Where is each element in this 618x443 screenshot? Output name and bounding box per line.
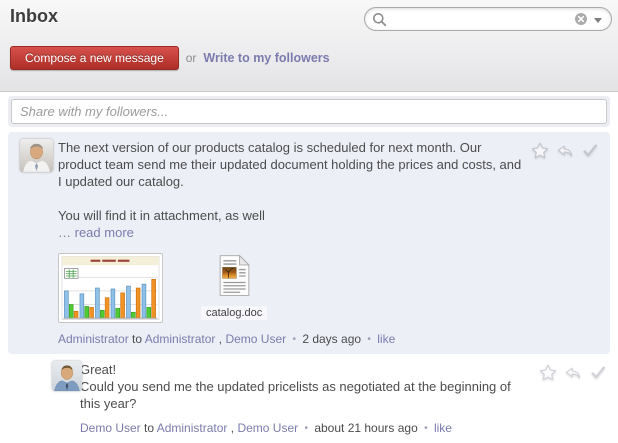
recipient-link[interactable]: Demo User (225, 332, 287, 346)
message-paragraph: Great! (80, 362, 117, 377)
message-thread-item: The next version of our products catalog… (8, 132, 610, 354)
timestamp: 2 days ago (302, 332, 362, 346)
timestamp: about 21 hours ago (314, 421, 418, 435)
compose-message-button[interactable]: Compose a new message (10, 46, 179, 70)
message-paragraph: You will find it in attachment, as well (58, 208, 265, 223)
share-input[interactable] (11, 99, 607, 124)
recipient-link[interactable]: Administrator (156, 421, 228, 435)
message-actions (530, 141, 600, 161)
avatar (52, 361, 82, 391)
recipient-link[interactable]: Administrator (144, 332, 216, 346)
star-icon[interactable] (530, 141, 550, 161)
mark-done-icon[interactable] (580, 141, 600, 161)
like-link[interactable]: like (433, 421, 452, 435)
like-link[interactable]: like (377, 332, 396, 346)
attachment-image-preview[interactable] (58, 253, 163, 323)
attachments-row: catalog.doc (58, 253, 518, 323)
message-paragraph: The next version of our products catalog… (58, 140, 522, 189)
message-body: Great! Could you send me the updated pri… (80, 361, 526, 412)
message-thread-reply: Great! Could you send me the updated pri… (0, 354, 618, 443)
attachment-document[interactable]: catalog.doc (201, 253, 268, 320)
bullet-separator: • (292, 334, 296, 345)
read-more-link[interactable]: read more (74, 225, 134, 240)
to-text: to (132, 332, 143, 346)
search-input[interactable] (387, 10, 574, 28)
message-footer: Administrator to Administrator , Demo Us… (58, 332, 518, 346)
reply-icon[interactable] (555, 141, 575, 161)
write-to-followers-link[interactable]: Write to my followers (203, 51, 330, 65)
search-icon (373, 12, 387, 26)
or-text: or (185, 51, 197, 65)
bullet-separator: • (304, 423, 308, 434)
message-actions (538, 363, 608, 383)
author-link[interactable]: Administrator (58, 332, 129, 346)
message-paragraph: Could you send me the updated pricelists… (80, 379, 511, 411)
bullet-separator: • (367, 334, 371, 345)
ellipsis-text: … (58, 225, 71, 240)
header-actions: Compose a new message or Write to my fol… (10, 46, 330, 70)
author-link[interactable]: Demo User (80, 421, 141, 435)
mark-done-icon[interactable] (588, 363, 608, 383)
message-footer: Demo User to Administrator , Demo User •… (80, 421, 526, 435)
reply-icon[interactable] (563, 363, 583, 383)
to-text: to (144, 421, 155, 435)
attachment-chart-bars (64, 278, 156, 319)
search-clear-icon[interactable] (574, 12, 588, 26)
avatar (20, 139, 53, 172)
search-box[interactable] (364, 7, 612, 31)
attachment-filename[interactable]: catalog.doc (201, 306, 268, 320)
bullet-separator: • (424, 423, 428, 434)
recipient-link[interactable]: Demo User (237, 421, 299, 435)
comma-text: , (218, 332, 223, 346)
message-body: The next version of our products catalog… (58, 139, 521, 241)
share-composer (8, 96, 610, 127)
page-title: Inbox (10, 6, 58, 26)
search-dropdown-icon[interactable] (594, 17, 602, 23)
star-icon[interactable] (538, 363, 558, 383)
comma-text: , (230, 421, 235, 435)
doc-file-icon (219, 254, 250, 296)
topbar: Inbox Compose a new message or Write to … (0, 0, 618, 92)
